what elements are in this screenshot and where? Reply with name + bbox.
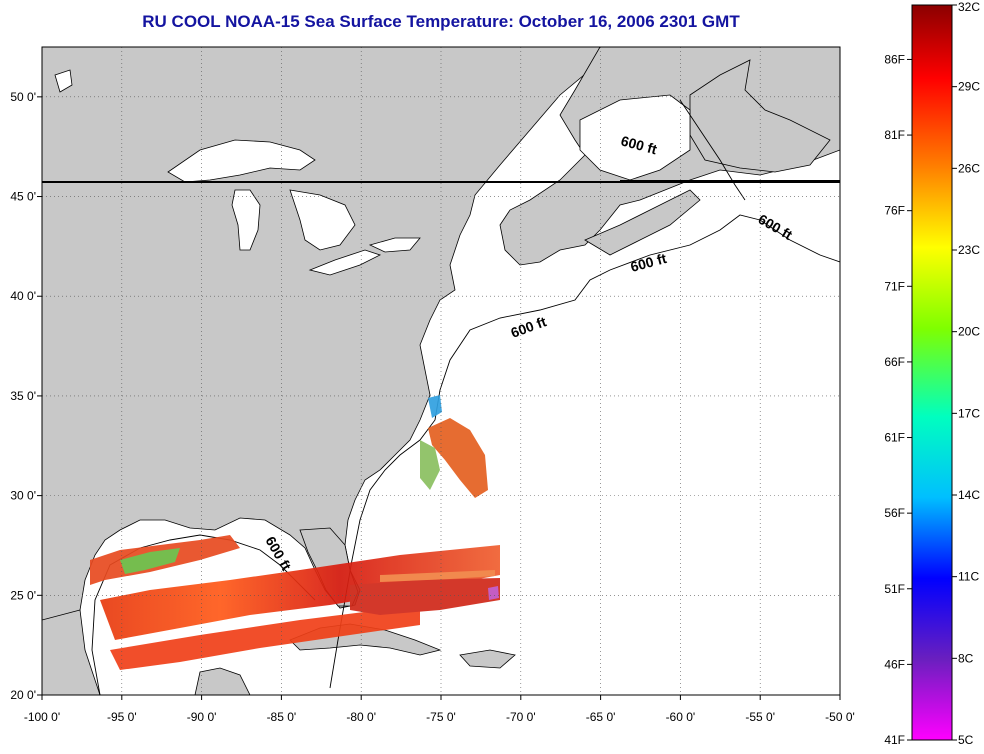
graticule: [42, 47, 840, 695]
map-title: RU COOL NOAA-15 Sea Surface Temperature:…: [142, 12, 740, 31]
scan-line-2: [620, 180, 840, 181]
lon-tick-label: -70 0': [506, 710, 536, 724]
lake-michigan: [231, 189, 261, 251]
scan-line: [42, 181, 840, 183]
nova-scotia-land: [584, 189, 701, 256]
sst-swaths: [90, 395, 500, 670]
sst-gulf-north-green: [120, 548, 180, 574]
lon-tick-label: -65 0': [586, 710, 616, 724]
sst-gulf-band: [100, 545, 500, 640]
hispaniola-land: [459, 649, 516, 669]
lon-tick-label: -50 0': [825, 710, 855, 724]
yucatan-land: [42, 609, 101, 695]
isobath-atlantic: [329, 214, 840, 689]
lake-erie: [308, 249, 382, 276]
lat-tick-label: 30 0': [10, 489, 36, 503]
lon-tick-label: -95 0': [107, 710, 137, 724]
lat-tick-label: 40 0': [10, 289, 36, 303]
sst-purple-spot: [488, 586, 499, 600]
lon-tick-label: -90 0': [187, 710, 217, 724]
lat-tick-label: 45 0': [10, 190, 36, 204]
longitude-ticks: -100 0' -95 0' -90 0' -85 0' -80 0' -75 0' -70…: [24, 695, 855, 724]
lat-tick-label: 35 0': [10, 389, 36, 403]
isobath-gulf: [91, 534, 316, 695]
sst-carolina: [428, 418, 488, 498]
lake-ontario: [368, 237, 421, 253]
latitude-ticks: 20 0' 25 0' 30 0' 35 0' 40 0' 45 0' 50 0': [10, 90, 42, 702]
lon-tick-label: -60 0': [666, 710, 696, 724]
lon-tick-label: -85 0': [267, 710, 297, 724]
sst-hatteras-blue: [428, 395, 442, 418]
lat-tick-label: 25 0': [10, 588, 36, 602]
sst-thin-band: [380, 570, 495, 582]
isobath-labrador: [679, 99, 746, 201]
yucatan-peninsula: [194, 667, 251, 695]
lat-tick-label: 50 0': [10, 90, 36, 104]
lat-tick-label: 20 0': [10, 688, 36, 702]
sst-carolina-green: [420, 440, 440, 490]
gulf-st-lawrence: [579, 94, 691, 181]
lake-huron: [289, 189, 356, 251]
lon-tick-label: -100 0': [24, 710, 60, 724]
lake-winnipeg-part: [54, 69, 73, 93]
lon-tick-label: -55 0': [745, 710, 775, 724]
lon-tick-label: -80 0': [346, 710, 376, 724]
sst-gulf-band-2: [110, 605, 420, 670]
lake-superior: [167, 139, 316, 183]
lon-tick-label: -75 0': [426, 710, 456, 724]
sst-bahamas-band: [350, 578, 500, 615]
